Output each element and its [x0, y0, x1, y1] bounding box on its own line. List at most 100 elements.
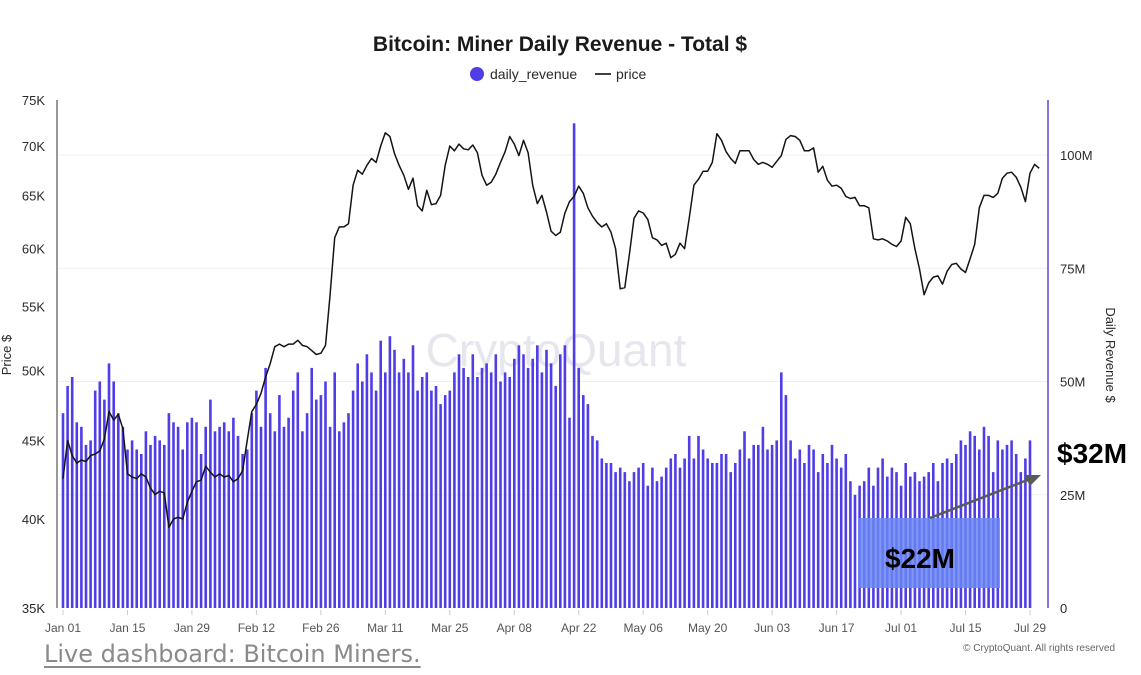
- revenue-bar: [144, 431, 148, 608]
- revenue-bar: [531, 358, 534, 608]
- revenue-bar: [1019, 472, 1023, 608]
- revenue-bar: [522, 354, 525, 608]
- revenue-bar: [347, 413, 350, 608]
- revenue-bar: [720, 454, 723, 608]
- revenue-bar: [89, 440, 92, 608]
- revenue-bar: [416, 390, 419, 608]
- revenue-bar: [678, 467, 682, 608]
- revenue-bar: [540, 372, 544, 608]
- revenue-bar: [126, 449, 129, 608]
- revenue-bar: [255, 390, 258, 608]
- revenue-bar: [443, 395, 447, 608]
- watermark: CryptoQuant: [426, 324, 687, 376]
- revenue-bar: [236, 435, 240, 608]
- revenue-bar: [655, 481, 659, 608]
- revenue-bar: [213, 431, 217, 608]
- revenue-bar: [618, 467, 622, 608]
- revenue-bar: [245, 449, 249, 608]
- live-dashboard-link[interactable]: Live dashboard: Bitcoin Miners.: [44, 640, 421, 668]
- revenue-bar: [489, 372, 493, 608]
- revenue-bar: [84, 444, 88, 608]
- revenue-bar: [803, 463, 806, 608]
- revenue-bar: [338, 431, 341, 608]
- revenue-bar: [480, 367, 484, 608]
- revenue-bar: [1028, 440, 1032, 608]
- revenue-bar: [98, 381, 102, 608]
- revenue-bar: [784, 395, 788, 608]
- revenue-bar: [632, 472, 636, 608]
- revenue-bar: [651, 467, 654, 608]
- legend-label-daily-revenue: daily_revenue: [490, 66, 577, 82]
- revenue-bar: [93, 390, 97, 608]
- revenue-bar: [853, 494, 857, 609]
- revenue-bar: [517, 345, 521, 608]
- revenue-bar: [586, 404, 590, 608]
- revenue-bar: [301, 431, 304, 608]
- revenue-bar: [70, 377, 74, 608]
- revenue-bar: [485, 363, 488, 608]
- revenue-bar: [149, 444, 152, 608]
- revenue-bar: [186, 422, 189, 608]
- revenue-bar: [296, 372, 300, 608]
- revenue-bar: [379, 340, 382, 608]
- revenue-bar: [75, 422, 79, 608]
- right-tick-label: 75M: [1060, 261, 1085, 276]
- revenue-bar: [683, 458, 686, 608]
- revenue-bar: [1024, 458, 1027, 608]
- revenue-bar: [204, 426, 207, 608]
- revenue-bar: [609, 463, 613, 608]
- revenue-bar: [821, 454, 825, 608]
- revenue-bar: [1001, 449, 1004, 608]
- x-tick-label: Jan 15: [109, 621, 145, 635]
- x-tick-label: Jun 03: [754, 621, 790, 635]
- revenue-bar: [250, 413, 254, 608]
- revenue-bar: [158, 440, 161, 608]
- x-tick-label: Jul 01: [885, 621, 917, 635]
- x-tick-label: Jan 01: [45, 621, 81, 635]
- right-axis-ticks: 0 25M 50M 75M 100M: [1060, 148, 1093, 616]
- revenue-bar: [135, 449, 138, 608]
- revenue-bar: [554, 386, 557, 608]
- revenue-bar: [752, 444, 755, 608]
- revenue-bar: [835, 458, 838, 608]
- annotation-32m-label: $32M: [1057, 438, 1127, 469]
- right-axis-label: Daily Revenue $: [1103, 307, 1118, 403]
- revenue-bar: [674, 454, 677, 608]
- revenue-bar: [218, 426, 221, 608]
- revenue-bar: [172, 422, 175, 608]
- revenue-bar: [163, 444, 166, 608]
- revenue-bar: [591, 435, 594, 608]
- revenue-bar: [384, 372, 387, 608]
- revenue-bar: [812, 449, 815, 608]
- revenue-bar: [549, 363, 553, 608]
- revenue-bar: [66, 386, 69, 608]
- x-tick-label: Jul 15: [950, 621, 982, 635]
- revenue-bar: [222, 422, 226, 608]
- legend-marker-daily-revenue: [470, 67, 484, 81]
- revenue-bar: [729, 472, 732, 608]
- revenue-bar: [328, 426, 332, 608]
- revenue-bar: [628, 481, 631, 608]
- revenue-bar: [1005, 444, 1009, 608]
- revenue-bar: [209, 399, 212, 608]
- right-tick-label: 50M: [1060, 375, 1085, 390]
- revenue-bar: [770, 444, 774, 608]
- right-tick-label: 100M: [1060, 148, 1093, 163]
- revenue-bar: [701, 449, 705, 608]
- revenue-bar: [595, 440, 599, 608]
- revenue-bar: [80, 426, 83, 608]
- price-line: [62, 132, 1040, 529]
- revenue-bar: [766, 449, 769, 608]
- legend-item-price[interactable]: price: [595, 66, 647, 82]
- revenue-bar: [361, 381, 364, 608]
- revenue-bar: [388, 336, 392, 608]
- revenue-bar: [333, 372, 336, 608]
- revenue-bar: [711, 463, 714, 608]
- left-axis-ticks: 35K 40K 45K 50K 55K 60K 65K 70K 75K: [22, 93, 45, 616]
- revenue-bar: [641, 463, 645, 608]
- revenue-bar: [660, 476, 663, 608]
- legend-item-daily-revenue[interactable]: daily_revenue: [470, 66, 577, 82]
- left-tick-label: 50K: [22, 363, 45, 378]
- revenue-bar: [315, 399, 318, 608]
